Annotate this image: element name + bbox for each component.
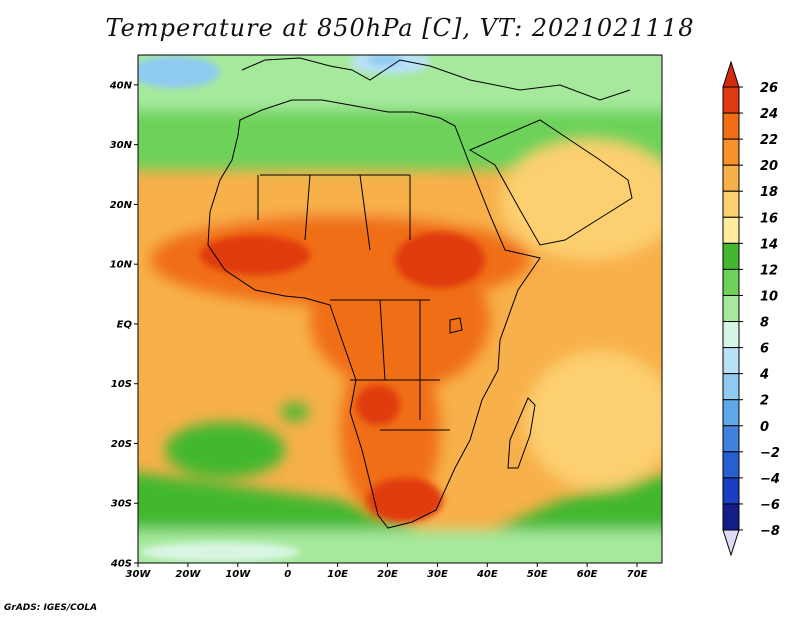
- europe-coastline: [241, 57, 631, 101]
- x-tick-label: 20W: [175, 569, 201, 580]
- colorbar-segment: [722, 164, 740, 192]
- colorbar-label: 26: [760, 81, 778, 96]
- colorbar-segment: [722, 86, 740, 114]
- x-tick-label: 60E: [577, 569, 598, 580]
- map-frame: [137, 54, 663, 564]
- colorbar-segment: [722, 451, 740, 479]
- coastlines: [207, 57, 633, 529]
- field-hot-southafrica: [367, 478, 443, 522]
- colorbar-label: 6: [760, 342, 769, 357]
- border-central: [330, 299, 450, 431]
- colorbar-label: 24: [760, 107, 778, 122]
- x-tick-label: 30E: [427, 569, 448, 580]
- arabia-coastline: [468, 119, 633, 246]
- x-tick-label: 50E: [527, 569, 548, 580]
- colorbar-segment: [722, 268, 740, 296]
- field-hot-west: [200, 235, 310, 275]
- colorbar-label: 18: [760, 185, 778, 200]
- colorbar-segment: [722, 399, 740, 427]
- colorbar-label: 10: [760, 289, 778, 304]
- colorbar-segment: [722, 347, 740, 375]
- y-tick-label: 10S: [111, 379, 132, 390]
- field-mediterranean-core: [367, 55, 403, 66]
- field-atlantic-green: [165, 422, 285, 478]
- x-tick-label: 10E: [327, 569, 348, 580]
- colorbar-segment: [722, 321, 740, 349]
- field-atlantic-cold: [138, 56, 220, 88]
- colorbar-label: −8: [760, 524, 780, 539]
- colorbar-label: −4: [760, 472, 780, 487]
- colorbar-segment: [722, 503, 740, 531]
- field-hot-east: [395, 232, 485, 288]
- colorbar-label: −6: [760, 498, 780, 513]
- border-sahara: [257, 174, 411, 251]
- lake-victoria: [449, 317, 463, 334]
- colorbar-segment: [722, 190, 740, 218]
- chart-title: Temperature at 850hPa [C], VT: 202102111…: [105, 14, 695, 42]
- y-axis: 40N 30N 20N 10N EQ 10S 20S 30S 40S: [109, 80, 138, 570]
- y-tick-label: 40N: [109, 80, 133, 91]
- y-tick-label: 20S: [111, 439, 132, 450]
- x-tick-label: 20E: [377, 569, 398, 580]
- field-indian-ocean-yellow: [525, 350, 662, 490]
- colorbar-over-arrow: [722, 60, 740, 88]
- colorbar-segment: [722, 216, 740, 244]
- colorbar-label: 8: [760, 316, 769, 331]
- colorbar-segment: [722, 112, 740, 140]
- y-tick-label: 40S: [110, 559, 132, 570]
- colorbar-label: 2: [760, 394, 769, 409]
- x-tick-label: 30W: [126, 569, 152, 580]
- grads-credit: GrADS: IGES/COLA: [4, 603, 98, 613]
- colorbar-label: 22: [760, 133, 778, 148]
- y-tick-label: EQ: [117, 319, 133, 330]
- field-southwest-cold: [140, 542, 300, 562]
- colorbar-segment: [722, 242, 740, 270]
- x-tick-label: 70E: [627, 569, 648, 580]
- y-tick-label: 30S: [111, 499, 132, 510]
- colorbar-segment: [722, 294, 740, 323]
- colorbar-segment: [722, 425, 740, 453]
- colorbar-segment: [722, 477, 740, 505]
- y-tick-label: 20N: [110, 200, 133, 211]
- field-hot-angola: [356, 385, 400, 425]
- y-tick-label: 30N: [110, 140, 133, 151]
- madagascar-coastline: [507, 397, 536, 469]
- x-tick-label: 40E: [476, 569, 498, 580]
- x-tick-label: 0: [284, 569, 291, 580]
- colorbar-label: 12: [760, 263, 778, 278]
- field-atlantic-green-small: [281, 403, 309, 421]
- colorbar-label: −2: [760, 446, 780, 461]
- colorbar-segment: [722, 373, 740, 401]
- colorbar-label: 16: [760, 211, 778, 226]
- colorbar-label: 4: [759, 368, 769, 383]
- africa-coastline: [207, 99, 541, 529]
- x-axis: 30W 20W 10W 0 10E 20E 30E 40E 50E 60E 70E: [126, 563, 648, 580]
- colorbar-segment: [722, 138, 740, 166]
- field-arabia-yellow: [500, 140, 662, 260]
- temperature-field: [138, 55, 662, 563]
- colorbar-label: 0: [760, 420, 769, 435]
- colorbar-label: 14: [760, 237, 778, 252]
- colorbar-under-arrow: [722, 529, 740, 557]
- colorbar-label: 20: [760, 159, 778, 174]
- x-tick-label: 10W: [225, 569, 251, 580]
- y-tick-label: 10N: [110, 260, 133, 271]
